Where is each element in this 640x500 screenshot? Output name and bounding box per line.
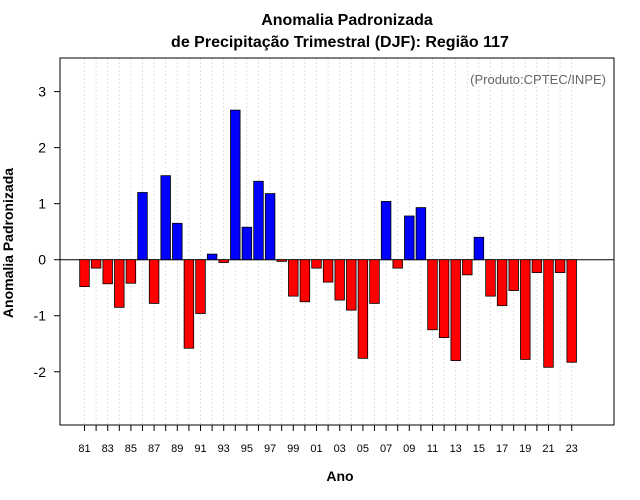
x-tick-label: 97 xyxy=(264,443,276,455)
bar-16 xyxy=(485,259,496,297)
y-tick-label: -1 xyxy=(34,308,47,324)
y-tick-label: 2 xyxy=(38,140,46,156)
bar-15 xyxy=(473,236,485,261)
x-tick-label: 13 xyxy=(450,443,462,455)
bar-82 xyxy=(90,259,102,269)
x-axis: 81 83 85 87 89 91 93 95 97 99 01 03 05 07 09 11 13 15 17 19… xyxy=(78,425,578,455)
bar-90 xyxy=(183,259,195,349)
bar-83 xyxy=(102,259,113,285)
bar-07 xyxy=(380,201,392,261)
bar-09 xyxy=(404,215,415,261)
x-tick-label: 85 xyxy=(125,443,137,455)
y-axis: -2 -1 0 1 2 3 xyxy=(34,84,60,380)
x-tick-label: 17 xyxy=(496,443,508,455)
bar-17 xyxy=(496,259,508,307)
bar-22 xyxy=(554,259,566,273)
bar-08 xyxy=(392,259,403,269)
bar-84 xyxy=(114,259,125,308)
bar-87 xyxy=(148,259,160,304)
y-tick-label: -2 xyxy=(34,364,47,380)
x-tick-label: 91 xyxy=(194,443,206,455)
bar-81 xyxy=(79,259,90,288)
plot-frame xyxy=(59,57,615,426)
bar-98 xyxy=(276,259,287,262)
x-tick-label: 87 xyxy=(148,443,160,455)
bar-00 xyxy=(299,259,311,303)
y-tick-label: 3 xyxy=(38,84,46,100)
x-tick-label: 09 xyxy=(403,443,415,455)
x-axis-title: Ano xyxy=(326,468,353,484)
bar-02 xyxy=(322,259,334,283)
bars xyxy=(79,109,577,368)
x-tick-label: 03 xyxy=(334,443,346,455)
x-tick-label: 93 xyxy=(218,443,230,455)
bar-04 xyxy=(346,259,357,311)
bar-95 xyxy=(241,226,253,261)
bar-97 xyxy=(264,193,276,261)
bar-03 xyxy=(334,259,345,301)
x-tick-label: 89 xyxy=(171,443,183,455)
bar-88 xyxy=(160,175,171,261)
y-tick-label: 1 xyxy=(38,196,46,212)
bar-85 xyxy=(125,259,137,284)
bar-99 xyxy=(288,259,299,297)
x-tick-label: 11 xyxy=(427,443,438,455)
bar-12 xyxy=(438,259,450,338)
bar-05 xyxy=(357,259,369,359)
bar-89 xyxy=(172,222,183,261)
bar-14 xyxy=(462,259,473,276)
bar-01 xyxy=(311,259,322,269)
x-tick-label: 19 xyxy=(519,443,531,455)
credit-text: (Produto:CPTEC/INPE) xyxy=(470,72,606,87)
grid xyxy=(84,58,573,425)
bar-21 xyxy=(543,259,554,368)
bar-20 xyxy=(531,259,543,273)
x-tick-label: 23 xyxy=(566,443,578,455)
bar-06 xyxy=(369,259,380,304)
bar-19 xyxy=(520,259,531,360)
bar-13 xyxy=(450,259,461,361)
x-tick-label: 15 xyxy=(473,443,485,455)
bar-86 xyxy=(137,192,148,261)
x-tick-label: 83 xyxy=(102,443,114,455)
x-tick-label: 05 xyxy=(357,443,369,455)
bar-96 xyxy=(253,180,264,261)
x-tick-label: 07 xyxy=(380,443,392,455)
x-tick-label: 95 xyxy=(241,443,253,455)
bar-10 xyxy=(415,207,427,261)
y-axis-title: Anomalia Padronizada xyxy=(0,168,16,318)
bar-92 xyxy=(206,253,218,261)
x-tick-label: 01 xyxy=(310,443,322,455)
bar-18 xyxy=(508,259,519,291)
bar-23 xyxy=(566,259,577,363)
y-tick-label: 0 xyxy=(38,252,46,268)
x-tick-label: 21 xyxy=(542,443,554,455)
bar-93 xyxy=(218,259,229,263)
chart-title-line-1: Anomalia Padronizada xyxy=(261,12,433,29)
bar-11 xyxy=(427,259,438,331)
x-tick-label: 99 xyxy=(287,443,299,455)
bar-91 xyxy=(195,259,206,314)
bar-94 xyxy=(230,109,241,261)
x-tick-label: 81 xyxy=(78,443,90,455)
chart-title-line-2: de Precipitação Trimestral (DJF): Região… xyxy=(171,34,509,51)
